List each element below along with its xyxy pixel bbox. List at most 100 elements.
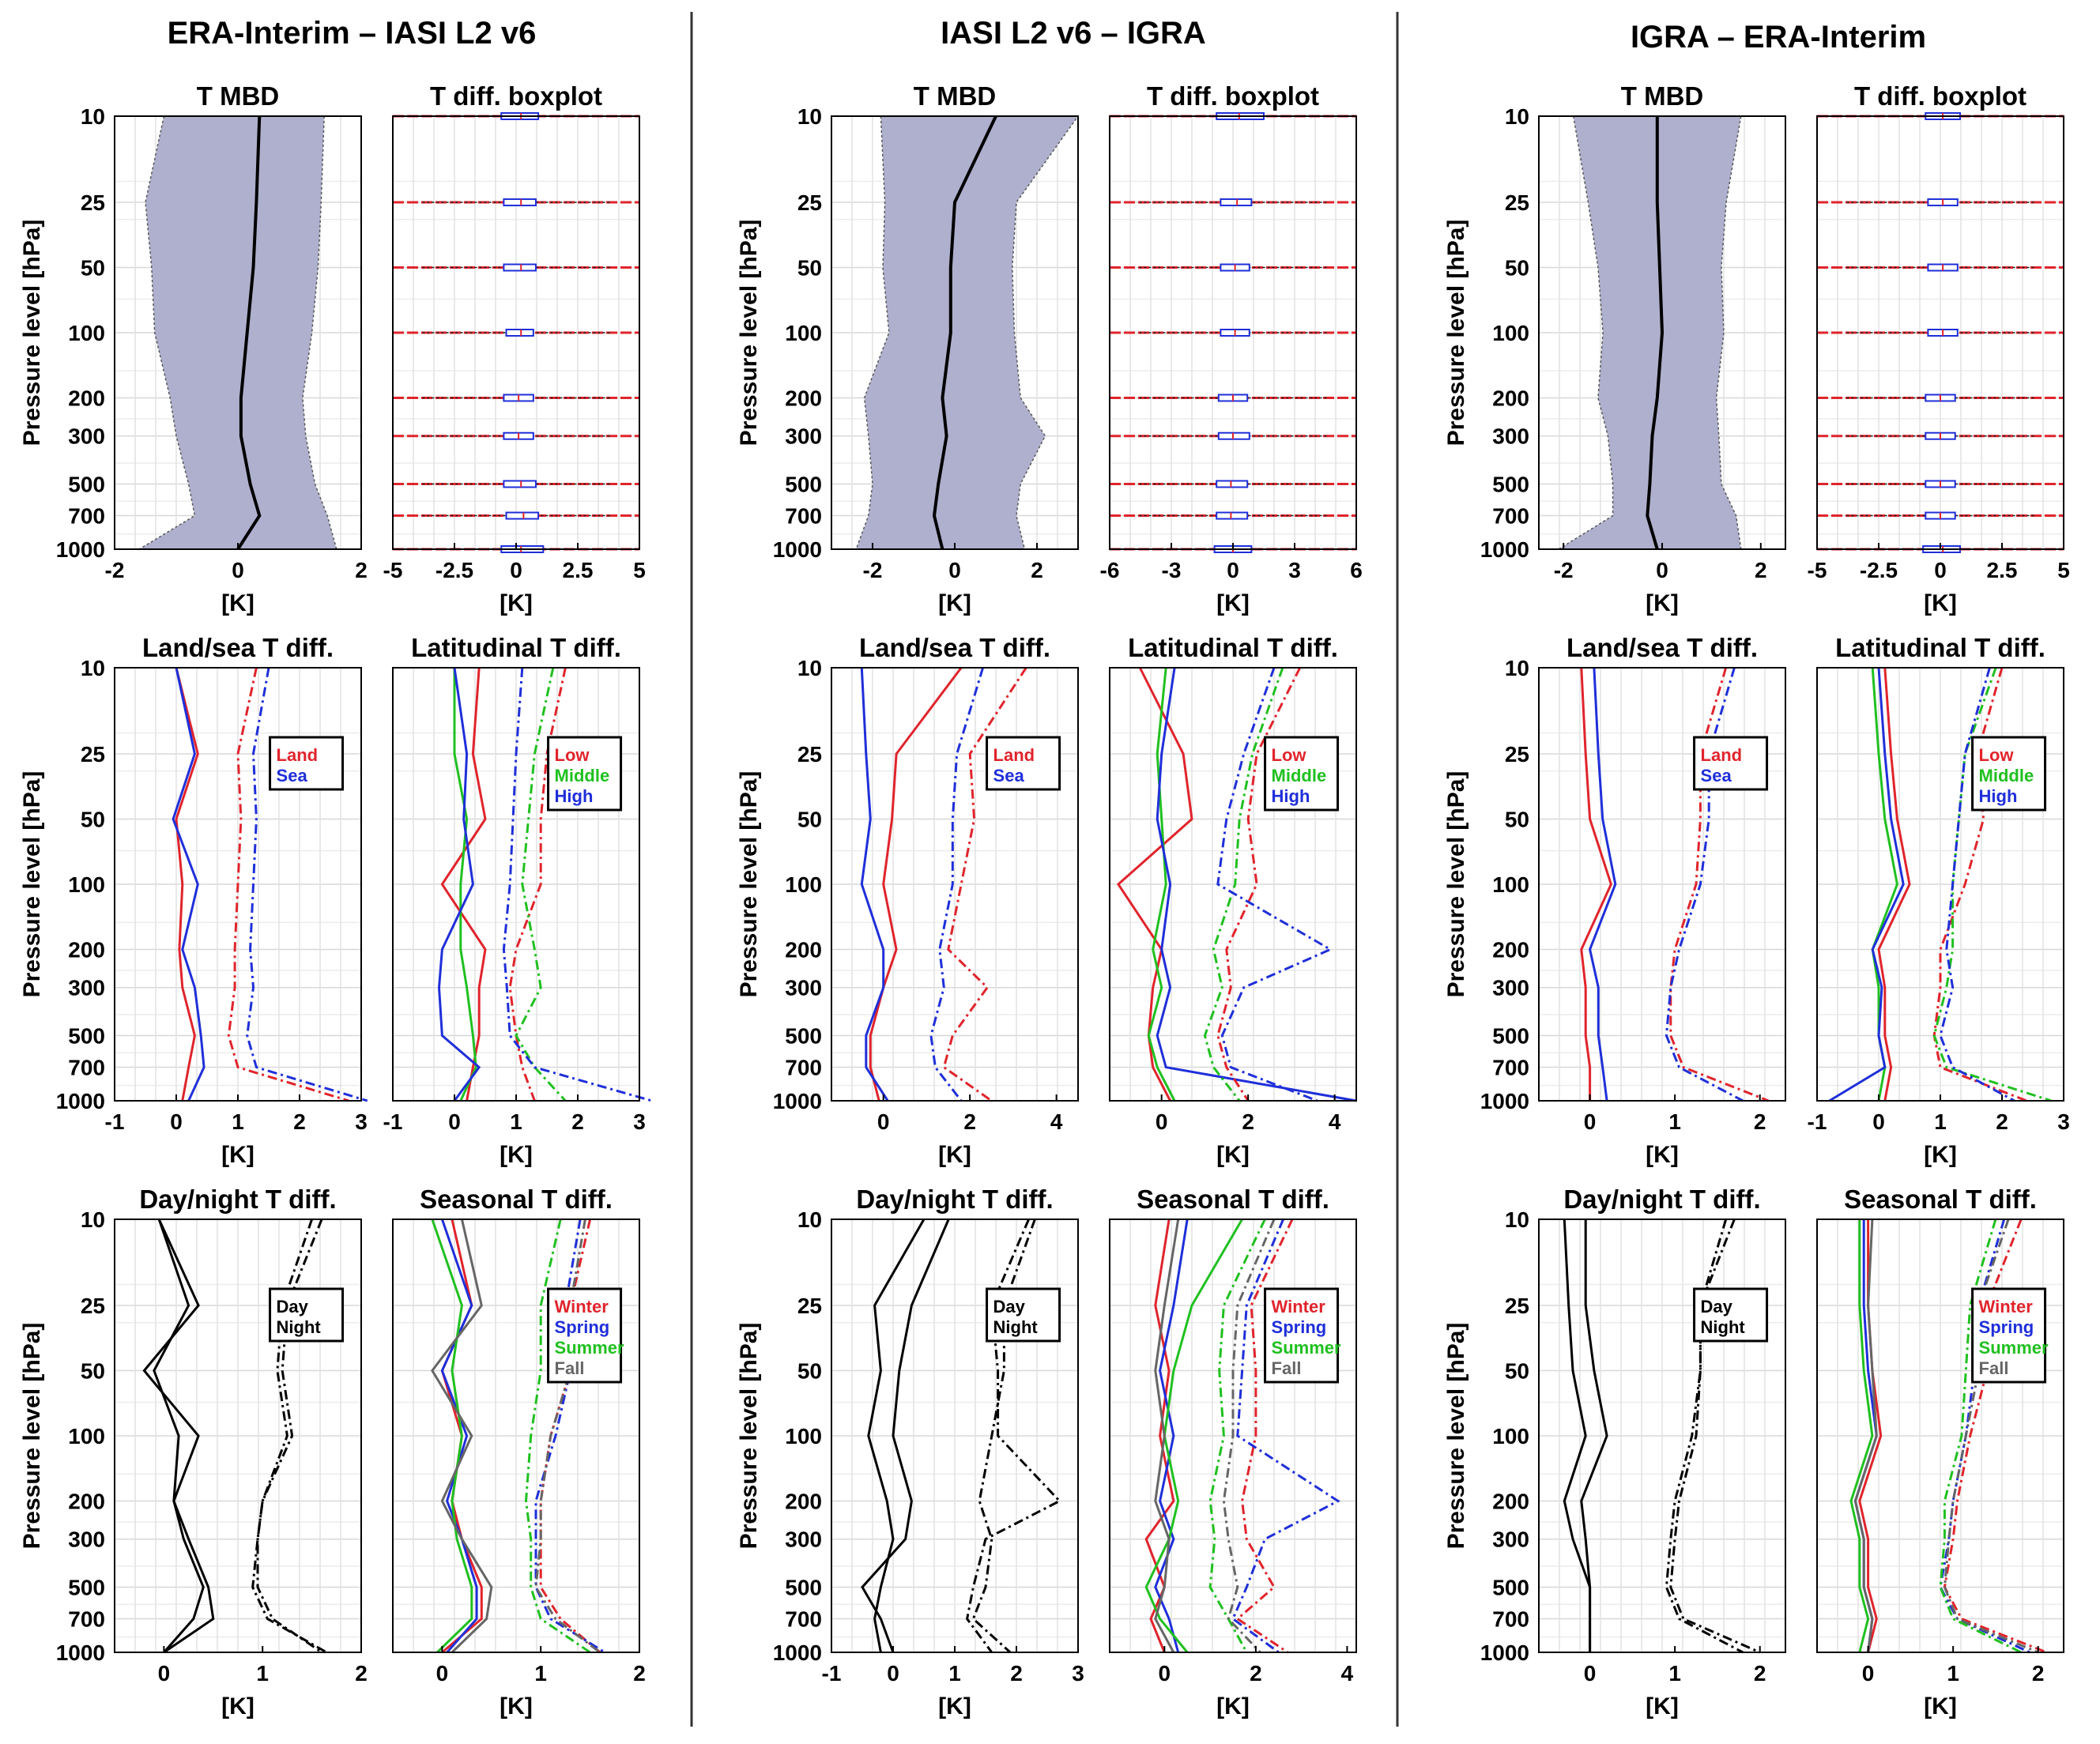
y-tick-label: 100 (1492, 321, 1529, 345)
x-tick-label: 2 (1242, 1109, 1254, 1134)
y-tick-label: 300 (68, 1527, 105, 1552)
x-tick-label: -2 (105, 558, 125, 582)
x-axis-label: [K] (938, 590, 971, 616)
legend-entry-land: Land (1701, 745, 1743, 765)
box (1216, 480, 1249, 488)
panel-title: Latitudinal T diff. (411, 633, 621, 662)
y-axis-label: Pressure level [hPa] (1443, 220, 1469, 446)
y-tick-label: 300 (785, 976, 822, 1000)
grid (115, 1219, 361, 1653)
x-tick-label: 0 (948, 558, 961, 582)
panel-title: Land/sea T diff. (142, 633, 334, 662)
y-tick-label: 25 (1505, 1294, 1529, 1318)
panel-title: T diff. boxplot (1147, 81, 1319, 111)
y-tick-label: 100 (785, 1424, 822, 1448)
x-axis-label: [K] (221, 1693, 254, 1720)
x-tick-label: 2 (963, 1109, 976, 1134)
panel-13: T MBD -2 0 2 [K] 10 25 50 100 200 300 500 700 1000 Pre… (1443, 81, 1786, 616)
x-tick-label: 2 (355, 558, 368, 582)
series-spring-dash (534, 1219, 606, 1654)
panel-2: T diff. boxplot -5 -2.5 0 2.5 5 [K] (383, 81, 646, 616)
y-tick-label: 200 (68, 937, 105, 962)
x-tick-label: 3 (633, 1109, 646, 1134)
y-tick-label: 200 (785, 937, 822, 962)
plot-frame (831, 667, 1079, 1102)
series-fall-solid (431, 1219, 493, 1654)
y-tick-label: 25 (1505, 190, 1529, 215)
legend-entry-sea: Sea (993, 766, 1025, 785)
x-tick-label: -6 (1100, 558, 1120, 582)
legend-entry-night: Night (1701, 1317, 1746, 1337)
panel-title: Seasonal T diff. (1844, 1185, 2037, 1214)
panel-title: T MBD (1621, 81, 1703, 111)
series-land-solid (869, 667, 963, 1102)
box (505, 511, 540, 520)
x-tick-label: 5 (633, 558, 646, 582)
y-tick-label: 10 (81, 104, 105, 129)
x-axis-label: [K] (500, 1693, 533, 1720)
legend-entry-middle: Middle (1272, 766, 1327, 785)
x-tick-label: 1 (510, 1109, 522, 1134)
series-land-dash (942, 667, 1027, 1102)
legend-box (1693, 1287, 1769, 1343)
x-tick-label: 0 (1934, 558, 1947, 582)
series-low-dash (1932, 667, 2027, 1102)
legend-entry-night: Night (277, 1317, 322, 1337)
x-tick-label: 1 (948, 1661, 961, 1686)
legend-entry-winter: Winter (1979, 1297, 2034, 1316)
x-tick-label: 4 (1050, 1109, 1063, 1134)
x-tick-label: -1 (105, 1109, 125, 1134)
y-tick-label: 200 (785, 1489, 822, 1513)
series-high-dash (1216, 667, 1333, 1102)
plot-frame (1109, 1219, 1357, 1653)
y-tick-label: 200 (785, 386, 822, 410)
mbd-mean-line (932, 115, 997, 550)
legend-box (547, 736, 623, 812)
y-tick-label: 200 (68, 386, 105, 410)
x-tick-label: 3 (1288, 558, 1301, 582)
y-axis-label: Pressure level [hPa] (736, 220, 762, 446)
series-high-solid (1828, 667, 1905, 1102)
legend-entry-summer: Summer (1272, 1338, 1341, 1358)
x-tick-label: -1 (822, 1661, 842, 1686)
plot-frame (1109, 667, 1357, 1102)
y-tick-label: 500 (68, 473, 105, 497)
panel-title: T diff. boxplot (1854, 81, 2026, 111)
x-tick-label: -5 (1808, 558, 1827, 582)
series-middle-solid (1147, 667, 1176, 1102)
series-land-solid (1580, 667, 1613, 1101)
mbd-spread-band (137, 115, 337, 550)
y-tick-label: 300 (68, 424, 105, 449)
series-middle-solid (453, 668, 477, 1102)
series-summer-dash (524, 1219, 591, 1654)
grid (1110, 667, 1356, 1102)
x-axis-label: [K] (1216, 1142, 1250, 1168)
x-tick-label: 0 (510, 558, 522, 582)
legend-entry-summer: Summer (555, 1338, 624, 1358)
y-tick-label: 10 (1505, 656, 1529, 680)
legend-entry-high: High (1272, 786, 1310, 806)
x-tick-label: 0 (887, 1661, 899, 1686)
y-tick-label: 500 (1492, 1576, 1529, 1600)
y-tick-label: 100 (1492, 1424, 1529, 1448)
series-fall-solid (1154, 1219, 1180, 1653)
x-tick-label: 0 (1584, 1109, 1597, 1134)
y-tick-label: 50 (797, 1359, 822, 1384)
y-tick-label: 25 (81, 742, 105, 767)
legend-box (1971, 736, 2047, 812)
y-tick-label: 700 (68, 1607, 105, 1632)
x-tick-label: 2 (1754, 1109, 1766, 1134)
legend-entry-middle: Middle (555, 766, 610, 785)
legend-entry-sea: Sea (1701, 766, 1732, 785)
y-tick-label: 500 (68, 1024, 105, 1049)
legend-entry-low: Low (1979, 745, 2015, 765)
legend-box (1264, 736, 1340, 812)
y-tick-label: 25 (1505, 742, 1529, 767)
